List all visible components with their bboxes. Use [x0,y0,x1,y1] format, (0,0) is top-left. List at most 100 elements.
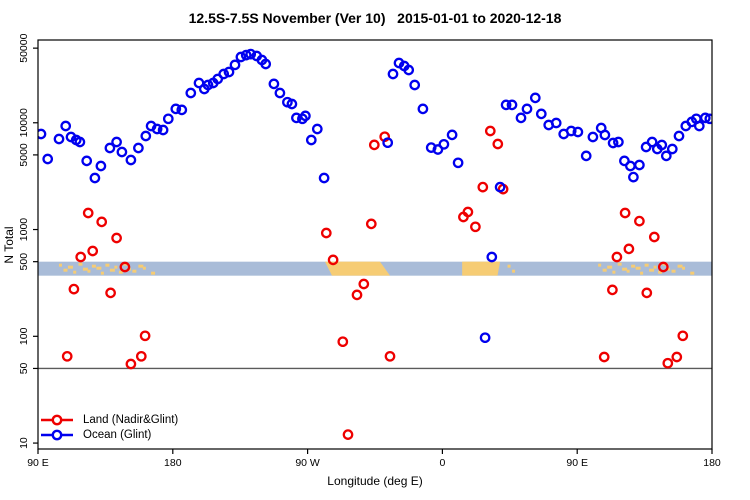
map-band-island [690,271,695,275]
map-band-island [105,263,110,267]
x-tick-label: 0 [439,457,445,469]
data-point-ocean [656,139,668,151]
data-point-ocean [133,142,144,154]
y-axis-title: N Total [2,226,16,264]
x-tick-label: 180 [703,457,721,469]
y-tick-label: 100 [18,327,30,345]
y-tick-label: 50000 [18,33,30,62]
x-axis-title: Longitude (deg E) [327,474,423,488]
data-point-land [68,283,80,295]
data-point-land [82,207,94,219]
legend-item-land: Land (Nadir&Glint) [40,412,178,427]
map-band-island [667,267,671,271]
data-point-ocean [286,98,298,110]
data-point-ocean [425,142,437,153]
data-point-ocean [42,153,54,165]
map-band-land-africa [462,261,501,276]
data-point-ocean [607,137,619,149]
data-point-ocean [170,103,182,115]
data-point-ocean [223,66,235,78]
chart-title: 12.5S-7.5S November (Ver 10) 2015-01-01 … [188,10,562,26]
data-point-ocean [53,133,65,145]
data-point-ocean [550,117,562,129]
data-point-land [662,357,674,369]
map-band-island [151,271,156,275]
map-band-island [607,265,613,269]
data-point-ocean [494,181,506,193]
map-band-island [78,262,83,266]
y-tick-label: 10 [18,437,30,449]
map-band-island [67,265,73,269]
data-point-ocean [245,48,257,60]
data-point-ocean [521,103,533,115]
y-tick-label: 5000 [18,143,30,167]
map-band-island [63,268,68,272]
map-band-island [142,266,146,270]
map-band-island [617,262,622,266]
map-band-island [58,263,62,267]
data-point-land [623,243,635,255]
y-tick-label: 10000 [18,108,30,137]
data-point-land [96,216,108,228]
map-band-island [138,264,144,268]
y-tick-label: 50 [18,362,30,374]
data-point-ocean [311,123,323,135]
y-tick-label: 1000 [18,218,30,242]
data-point-land [462,206,474,218]
legend: Land (Nadir&Glint) Ocean (Glint) [40,412,178,442]
data-point-land [351,289,363,301]
data-point-land [327,254,339,266]
data-point-ocean [305,134,317,146]
data-point-land [470,221,481,233]
map-band-land-south-america [324,261,390,276]
data-point-land [61,350,73,362]
data-point-ocean [300,110,311,122]
legend-marker-land-icon [41,414,73,425]
data-point-ocean [162,113,174,125]
data-point-ocean [572,126,584,138]
legend-label-ocean: Ocean (Glint) [83,428,152,441]
data-point-land [368,139,380,151]
data-point-ocean [646,136,658,148]
map-band-island [123,262,129,266]
data-point-ocean [666,143,678,155]
map-band-island [87,269,91,273]
data-point-ocean [619,155,630,167]
map-band-island [626,269,630,273]
data-point-ocean [218,68,230,80]
data-point-ocean [274,87,286,99]
data-point-land [365,218,377,230]
data-point-ocean [268,78,280,90]
data-point-land [677,330,689,342]
legend-label-land: Land (Nadir&Glint) [83,413,179,426]
data-point-ocean [409,79,421,91]
map-band-island [640,271,644,275]
map-band-island [109,268,115,272]
data-point-land [611,251,623,263]
data-point-ocean [432,144,444,155]
map-band-island [91,264,96,268]
data-point-ocean [580,150,592,162]
data-point-ocean [515,112,527,124]
data-point-ocean [506,99,518,111]
data-point-ocean [318,172,330,184]
data-point-ocean [529,92,541,104]
data-point-ocean [95,160,107,172]
data-point-ocean [535,108,547,120]
x-tick-label: 180 [164,457,182,469]
data-point-land [648,231,660,243]
data-point-land [139,330,151,342]
map-band-island [96,266,102,270]
data-point-ocean [634,159,645,171]
series-ocean [38,48,712,344]
data-point-land [619,207,631,219]
data-point-ocean [699,112,711,124]
x-tick-label: 90 W [295,457,320,469]
data-point-ocean [116,146,128,158]
data-point-ocean [89,172,101,184]
map-band-island [612,270,616,274]
data-point-land [320,227,332,239]
data-point-land [492,138,504,150]
